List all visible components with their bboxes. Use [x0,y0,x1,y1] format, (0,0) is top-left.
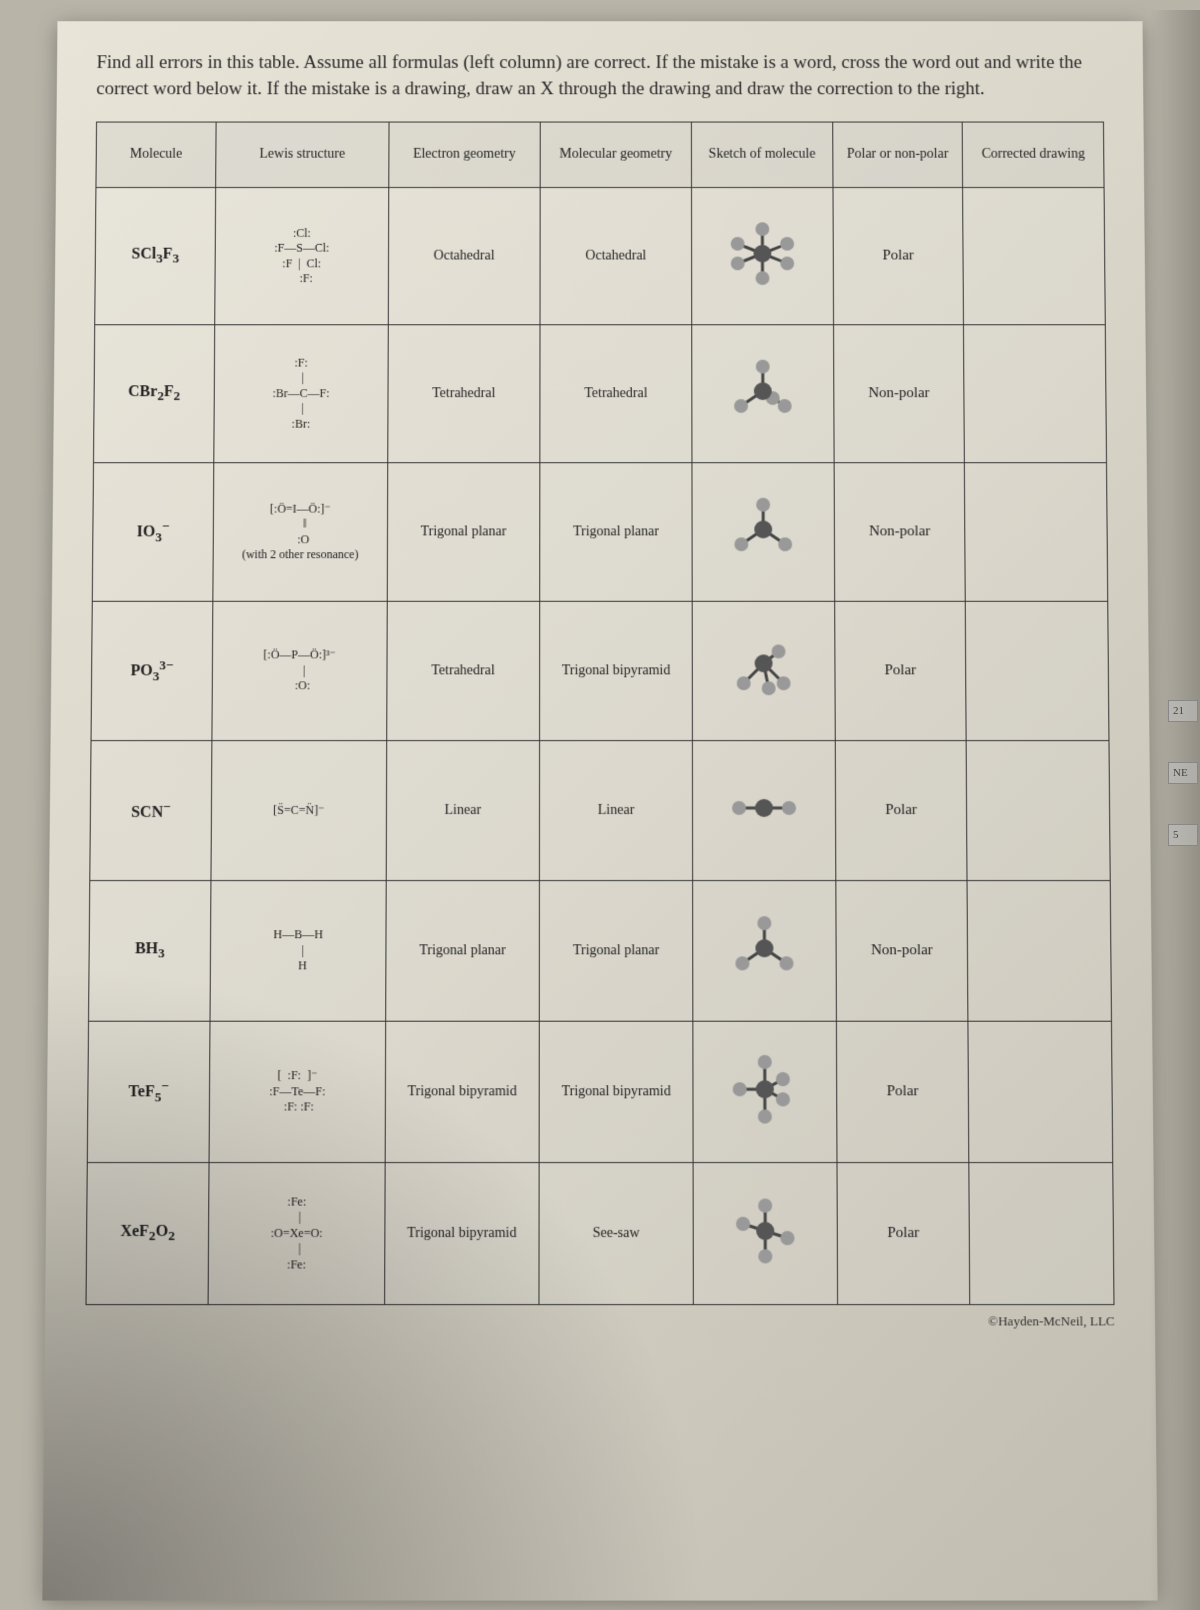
cell-polar: Polar [835,741,968,881]
cell-lewis: :Cl: :F—S—Cl: :F | Cl: :F: [215,188,389,325]
cell-molecule: IO3− [92,463,214,602]
header-sketch: Sketch of molecule [692,122,833,187]
cell-corrected [968,1021,1112,1162]
worksheet-page: Find all errors in this table. Assume al… [42,21,1157,1600]
cell-egeom: Trigonal bipyramid [384,1163,539,1305]
cell-lewis: [:Ö—P—Ö:]³⁻ | :O: [212,601,387,740]
cell-corrected [963,188,1105,325]
cell-egeom: Tetrahedral [386,601,539,740]
cell-molecule: CBr2F2 [93,325,214,463]
cell-corrected [966,601,1109,740]
cell-egeom: Octahedral [388,188,540,325]
cell-sketch [692,325,834,463]
cell-lewis: [ :F: ]⁻ :F—Te—F: :F: :F: [209,1021,385,1162]
header-lewis: Lewis structure [216,122,389,187]
molecule-sketch-tetrahedral [723,357,803,426]
table-row: BH3 H—B—H | H Trigonal planar Trigonal p… [89,881,1112,1022]
copyright-text: ©Hayden-McNeil, LLC [85,1313,1114,1329]
cell-egeom: Trigonal bipyramid [385,1021,539,1162]
molecule-sketch-trigonal-pyramidal [724,634,804,704]
cell-polar: Polar [834,601,966,740]
cell-lewis: :Fe: | :O=Xe=O: | :Fe: [208,1163,385,1305]
side-tabs: 21 NE 5 [1168,660,1198,886]
header-mgeom: Molecular geometry [540,122,692,187]
cell-sketch [692,188,834,325]
cell-polar: Non-polar [835,881,968,1022]
cell-molecule: SCl3F3 [95,188,216,325]
table-row: IO3− [:Ö=I—Ö:]⁻ ‖ :O (with 2 other reson… [92,463,1107,602]
cell-sketch [693,881,836,1022]
header-polar: Polar or non-polar [832,122,963,187]
cell-egeom: Tetrahedral [387,325,539,463]
side-tab: 5 [1168,824,1198,846]
side-tab: 21 [1168,700,1198,722]
cell-sketch [692,601,835,740]
molecule-table: Molecule Lewis structure Electron geomet… [86,122,1115,1306]
cell-molecule: PO33− [91,601,213,740]
cell-sketch [693,741,836,881]
table-row: XeF2O2 :Fe: | :O=Xe=O: | :Fe: Trigonal b… [86,1163,1114,1305]
header-corrected: Corrected drawing [963,122,1104,187]
cell-corrected [964,325,1107,463]
cell-mgeom: Trigonal planar [540,463,693,602]
cell-mgeom: Octahedral [540,188,692,325]
cell-molecule: XeF2O2 [86,1163,209,1305]
cell-egeom: Trigonal planar [387,463,540,602]
cell-polar: Polar [837,1163,971,1305]
cell-molecule: BH3 [89,881,212,1022]
cell-corrected [967,741,1111,881]
cell-molecule: TeF5− [87,1021,210,1162]
cell-mgeom: Linear [539,741,692,881]
molecule-sketch-trigonal-bipyramid [724,1054,805,1125]
cell-lewis: [S̈=C=N̈]⁻ [211,741,386,881]
cell-egeom: Trigonal planar [385,881,539,1022]
cell-lewis: [:Ö=I—Ö:]⁻ ‖ :O (with 2 other resonance) [213,463,388,602]
molecule-sketch-trigonal-planar [724,913,804,983]
cell-corrected [969,1163,1114,1305]
cell-mgeom: Tetrahedral [540,325,692,463]
table-row: PO33− [:Ö—P—Ö:]³⁻ | :O: Tetrahedral Trig… [91,601,1109,740]
table-row: CBr2F2 :F: | :Br—C—F: | :Br: Tetrahedral… [93,325,1106,463]
molecule-sketch-trigonal-planar [723,495,803,564]
header-row: Molecule Lewis structure Electron geomet… [96,122,1104,187]
cell-egeom: Linear [386,741,540,881]
header-molecule: Molecule [96,122,216,187]
table-row: TeF5− [ :F: ]⁻ :F—Te—F: :F: :F: Trigonal… [87,1021,1112,1162]
table-row: SCl3F3 :Cl: :F—S—Cl: :F | Cl: :F: Octahe… [95,188,1106,325]
cell-corrected [967,881,1111,1022]
cell-mgeom: See-saw [539,1163,694,1305]
cell-mgeom: Trigonal planar [539,881,693,1022]
header-egeom: Electron geometry [389,122,541,187]
cell-sketch [693,1021,837,1162]
cell-lewis: H—B—H | H [210,881,386,1022]
cell-lewis: :F: | :Br—C—F: | :Br: [214,325,388,463]
cell-polar: Polar [836,1021,969,1162]
cell-sketch [692,463,834,602]
instructions-text: Find all errors in this table. Assume al… [96,50,1104,102]
cell-sketch [693,1163,837,1305]
cell-polar: Non-polar [833,325,965,463]
cell-polar: Non-polar [834,463,966,602]
molecule-sketch-linear [724,773,804,843]
side-tab: NE [1168,762,1198,784]
cell-polar: Polar [833,188,964,325]
molecule-sketch-octahedral [723,219,802,288]
cell-corrected [965,463,1108,602]
cell-molecule: SCN− [90,741,212,881]
cell-mgeom: Trigonal bipyramid [539,1021,693,1162]
molecule-sketch-seesaw [725,1196,806,1267]
table-row: SCN− [S̈=C=N̈]⁻ Linear Linear Polar [90,741,1110,881]
cell-mgeom: Trigonal bipyramid [540,601,693,740]
